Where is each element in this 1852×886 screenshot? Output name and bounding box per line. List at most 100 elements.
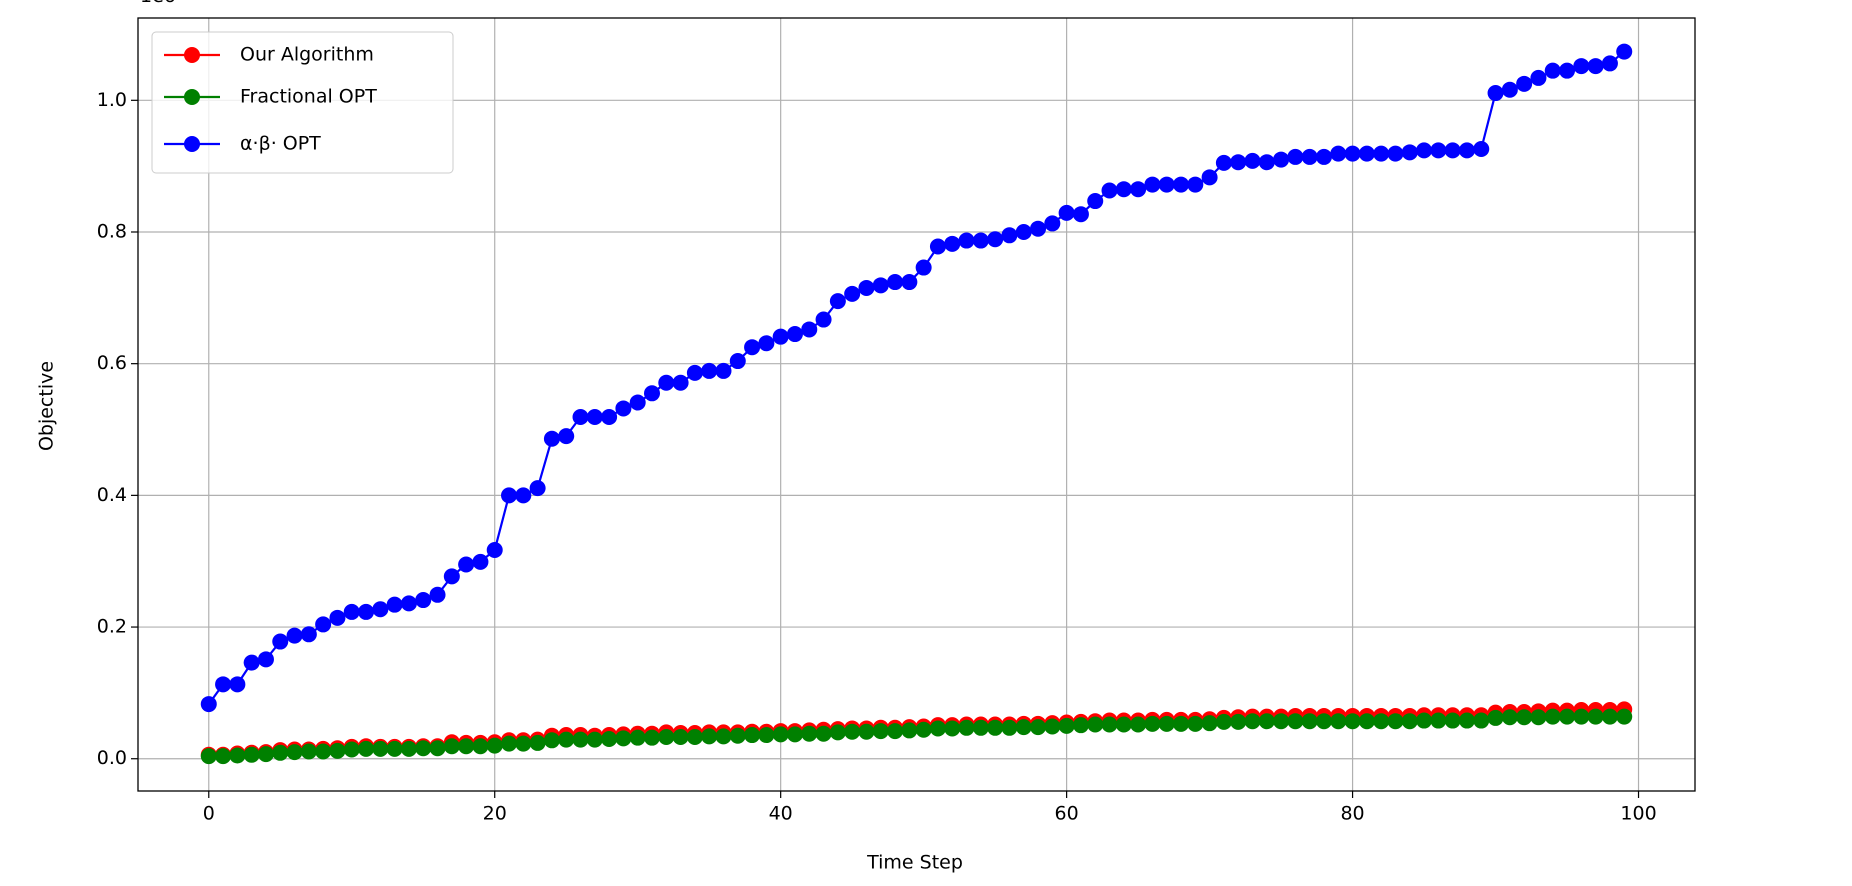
data-point [615, 730, 632, 747]
data-point [215, 676, 232, 693]
data-point [472, 738, 489, 755]
data-point [1072, 717, 1089, 734]
data-point [586, 731, 603, 748]
data-point [1001, 719, 1018, 736]
x-axis-label: Time Step [866, 852, 963, 874]
data-point [558, 731, 575, 748]
data-point [744, 727, 761, 744]
data-point [1030, 719, 1047, 736]
data-point [1401, 713, 1418, 730]
data-point [358, 603, 375, 620]
data-point [643, 729, 660, 746]
data-point [1101, 182, 1118, 199]
data-point [1444, 142, 1461, 159]
data-point [729, 727, 746, 744]
data-point [1487, 85, 1504, 102]
data-point [458, 738, 475, 755]
data-point [1444, 712, 1461, 729]
data-point [429, 740, 446, 757]
data-point [286, 744, 303, 761]
data-point [958, 719, 975, 736]
data-point [1058, 204, 1075, 221]
data-point [744, 339, 761, 356]
data-point [701, 362, 718, 379]
data-point [915, 259, 932, 276]
data-point [300, 626, 317, 643]
data-point [801, 321, 818, 338]
data-point [286, 627, 303, 644]
data-point [686, 364, 703, 381]
plot [200, 43, 1633, 765]
data-point [200, 696, 217, 713]
data-point [1087, 193, 1104, 210]
data-point [1501, 709, 1518, 726]
data-point [1387, 145, 1404, 162]
x-tick-label: 40 [769, 803, 793, 825]
data-point [1473, 712, 1490, 729]
data-point [1115, 181, 1132, 198]
data-point [1616, 43, 1633, 60]
data-point [1173, 176, 1190, 193]
data-point [1301, 148, 1318, 165]
y-tick-label: 1.0 [97, 89, 127, 111]
legend-swatch-marker [184, 47, 200, 63]
data-point [329, 742, 346, 759]
data-point [1501, 81, 1518, 98]
data-point [1601, 708, 1618, 725]
y-tick-label: 0.0 [97, 747, 127, 769]
data-point [1158, 715, 1175, 732]
data-point [1315, 713, 1332, 730]
data-point [1458, 712, 1475, 729]
data-point [257, 651, 274, 668]
data-point [858, 723, 875, 740]
data-point [872, 723, 889, 740]
data-point [257, 746, 274, 763]
data-point [1373, 145, 1390, 162]
data-point [758, 335, 775, 352]
data-point [1144, 176, 1161, 193]
data-point [1601, 55, 1618, 72]
data-point [443, 568, 460, 585]
y-tick-label: 0.6 [97, 352, 127, 374]
data-point [729, 353, 746, 370]
data-point [558, 428, 575, 445]
data-point [772, 726, 789, 743]
data-point [586, 409, 603, 426]
data-point [772, 328, 789, 345]
data-point [515, 735, 532, 752]
y-axis-label: Objective [36, 361, 58, 451]
data-point [1544, 62, 1561, 79]
data-point [1358, 145, 1375, 162]
data-point [1587, 708, 1604, 725]
data-point [229, 676, 246, 693]
data-point [329, 609, 346, 626]
data-point [1544, 708, 1561, 725]
data-point [386, 596, 403, 613]
data-point [1215, 713, 1232, 730]
data-point [1573, 58, 1590, 75]
data-point [1330, 145, 1347, 162]
data-point [1201, 715, 1218, 732]
data-point [1015, 719, 1032, 736]
data-point [629, 729, 646, 746]
data-point [686, 729, 703, 746]
legend-label: Fractional OPT [240, 86, 377, 108]
data-point [829, 293, 846, 310]
data-point [1315, 148, 1332, 165]
data-point [972, 232, 989, 249]
legend-swatch-marker [184, 89, 200, 105]
data-point [701, 728, 718, 745]
data-point [1273, 713, 1290, 730]
data-point [543, 732, 560, 749]
data-point [629, 394, 646, 411]
data-point [815, 725, 832, 742]
data-point [944, 720, 961, 737]
data-point [243, 746, 260, 763]
data-point [1115, 716, 1132, 733]
data-point [272, 744, 289, 761]
data-point [1430, 712, 1447, 729]
data-point [829, 724, 846, 741]
data-point [415, 592, 432, 609]
data-point [1487, 709, 1504, 726]
